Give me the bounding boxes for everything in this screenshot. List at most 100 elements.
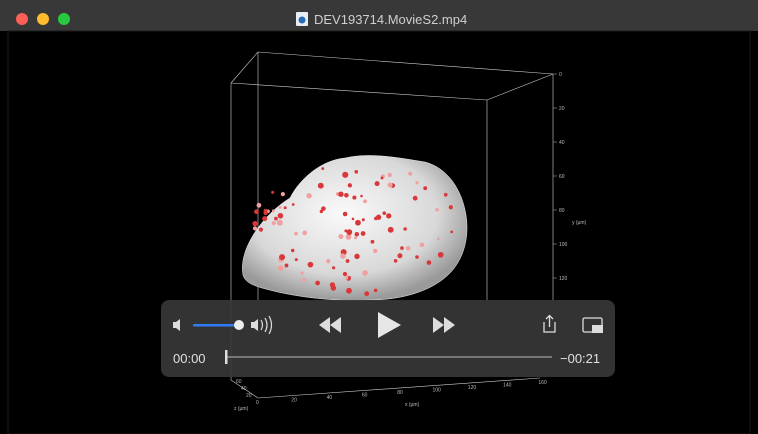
volume-knob[interactable] bbox=[234, 320, 244, 330]
nucleus bbox=[290, 248, 295, 253]
playhead[interactable] bbox=[225, 350, 228, 364]
x-tick-label: 20 bbox=[291, 398, 297, 404]
nucleus bbox=[307, 261, 314, 268]
nucleus bbox=[354, 169, 359, 174]
x-tick-label: 100 bbox=[433, 388, 442, 394]
nucleus bbox=[373, 288, 378, 293]
nucleus bbox=[362, 270, 368, 276]
nucleus bbox=[294, 231, 298, 236]
nucleus bbox=[277, 265, 284, 272]
play-button[interactable] bbox=[378, 312, 401, 338]
nucleus bbox=[342, 171, 349, 178]
z-axis-label: z (µm) bbox=[234, 406, 249, 412]
volume-min-icon[interactable] bbox=[173, 319, 180, 331]
nucleus bbox=[408, 171, 413, 176]
nucleus bbox=[321, 206, 326, 211]
nucleus bbox=[380, 176, 384, 180]
nucleus bbox=[375, 214, 382, 220]
nucleus bbox=[332, 266, 336, 270]
nucleus bbox=[361, 218, 365, 222]
x-axis-label: x (µm) bbox=[405, 402, 420, 408]
remaining-time: −00:21 bbox=[560, 351, 600, 366]
nucleus bbox=[306, 193, 312, 199]
nucleus bbox=[352, 195, 357, 200]
y-tick-label: 120 bbox=[559, 276, 568, 282]
share-button[interactable] bbox=[543, 314, 556, 333]
z-tick-label: 60 bbox=[236, 379, 242, 385]
x-tick-label: 80 bbox=[397, 390, 403, 396]
nucleus bbox=[393, 259, 398, 263]
nucleus bbox=[443, 192, 448, 197]
nucleus bbox=[279, 254, 286, 261]
nucleus bbox=[283, 206, 287, 210]
nucleus bbox=[400, 246, 404, 250]
nucleus bbox=[346, 229, 353, 236]
title-bar bbox=[0, 0, 758, 31]
y-tick-label: 20 bbox=[559, 106, 565, 112]
nucleus bbox=[321, 167, 325, 170]
nucleus bbox=[360, 231, 366, 236]
volume-max-icon[interactable] bbox=[251, 319, 258, 331]
nucleus bbox=[386, 213, 392, 219]
nucleus bbox=[277, 212, 284, 219]
nucleus bbox=[387, 226, 394, 233]
nucleus bbox=[397, 253, 403, 259]
nucleus bbox=[256, 202, 262, 208]
zoom-button[interactable] bbox=[58, 13, 70, 25]
cell-cluster bbox=[242, 155, 468, 301]
minimize-button[interactable] bbox=[37, 13, 49, 25]
nucleus bbox=[437, 251, 444, 258]
nucleus bbox=[355, 219, 361, 226]
nucleus bbox=[387, 172, 392, 178]
nucleus bbox=[450, 230, 454, 234]
nucleus bbox=[329, 282, 336, 288]
file-icon-badge bbox=[298, 16, 306, 24]
fast-forward-button[interactable] bbox=[433, 317, 455, 333]
nucleus bbox=[412, 195, 418, 201]
nucleus bbox=[317, 182, 324, 189]
volume-slider[interactable] bbox=[193, 324, 239, 327]
y-tick-label: 80 bbox=[559, 208, 565, 214]
y-tick-label: 40 bbox=[559, 140, 565, 146]
nucleus bbox=[262, 216, 268, 222]
nucleus bbox=[342, 211, 348, 217]
nucleus bbox=[338, 191, 344, 197]
nucleus bbox=[405, 245, 411, 251]
y-tick-label: 0 bbox=[559, 72, 562, 78]
nucleus bbox=[354, 236, 358, 240]
nucleus bbox=[373, 248, 378, 254]
nucleus bbox=[448, 205, 453, 210]
z-tick-label: 20 bbox=[246, 393, 252, 399]
pip-inner bbox=[592, 325, 603, 333]
nucleus bbox=[351, 217, 355, 221]
window-title: DEV193714.MovieS2.mp4 bbox=[314, 12, 467, 27]
nucleus bbox=[363, 199, 367, 204]
nucleus bbox=[252, 220, 258, 227]
nucleus bbox=[340, 253, 346, 259]
nucleus bbox=[435, 208, 439, 212]
progress-track[interactable] bbox=[226, 356, 552, 358]
rewind-button[interactable] bbox=[319, 317, 341, 333]
close-button[interactable] bbox=[16, 13, 28, 25]
control-panel: 00:00 −00:21 bbox=[161, 300, 615, 377]
z-tick-label: 40 bbox=[241, 386, 247, 392]
nucleus bbox=[252, 226, 258, 231]
nucleus bbox=[271, 190, 275, 194]
y-tick-label: 60 bbox=[559, 174, 565, 180]
nucleus bbox=[300, 271, 304, 275]
nucleus bbox=[338, 234, 344, 240]
nucleus bbox=[387, 182, 393, 188]
nucleus bbox=[415, 181, 419, 185]
nucleus bbox=[345, 259, 350, 263]
nucleus bbox=[301, 277, 307, 283]
nucleus bbox=[326, 259, 331, 264]
nucleus bbox=[423, 186, 428, 191]
nucleus bbox=[291, 203, 295, 206]
x-tick-label: 140 bbox=[503, 383, 512, 389]
nucleus bbox=[344, 192, 349, 198]
control-panel-bg bbox=[161, 300, 615, 377]
nucleus bbox=[403, 227, 407, 231]
nucleus bbox=[274, 216, 278, 221]
y-tick-label: 100 bbox=[559, 242, 568, 248]
